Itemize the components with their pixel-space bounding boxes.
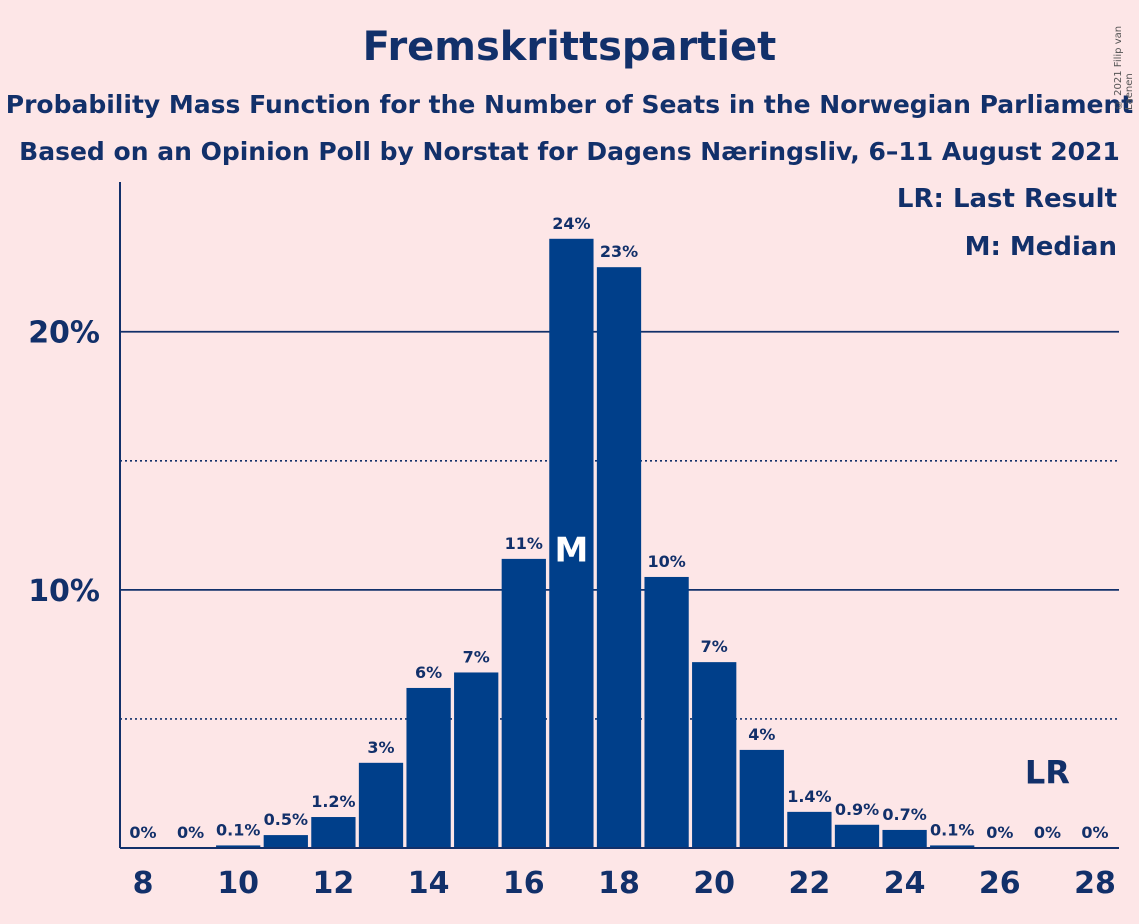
bar-value-label-23: 0.9% [835,800,879,819]
bar-label-backdrop-15 [452,642,501,673]
bar-value-label-14: 6% [415,663,442,682]
bar-value-label-26: 0% [986,823,1013,842]
bar-22 [787,811,832,848]
bar-value-label-15: 7% [463,647,490,666]
x-tick-label-8: 8 [133,866,154,901]
bar-label-backdrop-13 [356,732,406,763]
bar-value-label-22: 1.4% [787,787,831,806]
bar-19 [644,576,689,848]
bar-label-backdrop-12 [309,787,358,818]
bar-18 [596,267,642,848]
bar-value-label-24: 0.7% [882,805,926,824]
bar-value-label-28: 0% [1081,823,1108,842]
bar-13 [358,762,404,848]
bar-label-backdrop-21 [737,719,786,750]
bar-14 [406,687,451,848]
legend-last-result: LR: Last Result [896,184,1117,214]
median-marker: M [554,531,588,571]
chart-subtitle-2: Based on an Opinion Poll by Norstat for … [19,137,1120,166]
bar-value-label-19: 10% [647,552,685,571]
bar-23 [834,824,880,848]
bar-value-label-11: 0.5% [264,810,308,829]
bar-label-backdrop-11 [261,805,310,836]
bar-12 [311,817,356,848]
bar-label-backdrop-25 [928,815,977,846]
bar-value-label-8: 0% [129,823,156,842]
bar-value-label-9: 0% [177,823,204,842]
bar-label-backdrop-17 [547,208,596,239]
bar-label-backdrop-19 [642,546,691,577]
x-tick-label-24: 24 [884,866,926,901]
bar-21 [739,749,784,848]
bar-20 [692,662,737,848]
legend-median: M: Median [964,232,1117,262]
bar-value-label-12: 1.2% [311,792,355,811]
chart-title: Fremskrittspartiet [362,24,777,70]
x-tick-label-18: 18 [598,866,640,901]
chart-subtitle-1: Probability Mass Function for the Number… [5,90,1134,119]
x-tick-label-20: 20 [693,866,735,901]
x-tick-label-26: 26 [979,866,1021,901]
bar-label-backdrop-23 [832,794,882,825]
bar-value-label-27: 0% [1034,823,1061,842]
bar-label-backdrop-18 [594,237,644,268]
y-tick-label-10: 10% [28,574,100,609]
bar-15 [454,672,499,848]
x-tick-label-22: 22 [789,866,831,901]
bar-value-label-20: 7% [701,637,728,656]
x-tick-label-10: 10 [217,866,259,901]
bar-value-label-10: 0.1% [216,820,260,839]
bar-label-backdrop-10 [214,815,263,846]
bar-value-label-25: 0.1% [930,820,974,839]
bar-25 [930,845,975,848]
bar-24 [882,829,927,848]
x-tick-label-14: 14 [408,866,450,901]
bar-17 [549,238,594,848]
bar-16 [501,558,546,848]
x-tick-label-28: 28 [1074,866,1116,901]
bar-value-label-17: 24% [552,214,590,233]
bar-value-label-18: 23% [600,242,638,261]
last-result-marker: LR [1025,753,1070,791]
bar-label-backdrop-16 [499,528,548,559]
bar-value-label-13: 3% [367,738,394,757]
bar-value-label-21: 4% [748,725,775,744]
bar-11 [263,835,308,848]
x-tick-label-16: 16 [503,866,545,901]
bar-label-backdrop-20 [690,632,739,663]
bar-label-backdrop-14 [404,657,453,688]
bar-value-label-16: 11% [505,534,543,553]
bar-label-backdrop-24 [880,799,929,830]
y-tick-label-20: 20% [28,316,100,351]
bar-10 [216,845,261,848]
x-tick-label-12: 12 [313,866,355,901]
bar-label-backdrop-22 [785,781,834,812]
